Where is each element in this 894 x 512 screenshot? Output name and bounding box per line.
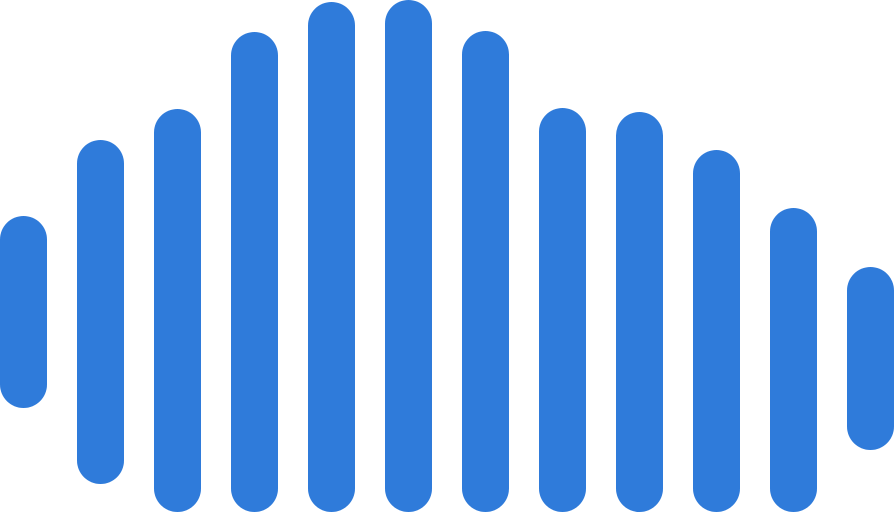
wave-bar [616, 112, 663, 512]
wave-bar [693, 150, 740, 512]
wave-bar [0, 216, 47, 408]
wave-bar [385, 0, 432, 512]
wave-bar [231, 32, 278, 512]
wave-bar [539, 108, 586, 512]
wave-bar [847, 267, 894, 450]
wave-bar [462, 31, 509, 512]
wave-bar [308, 2, 355, 512]
wave-bar [770, 208, 817, 512]
wave-bar [77, 140, 124, 484]
wave-bar [154, 109, 201, 512]
